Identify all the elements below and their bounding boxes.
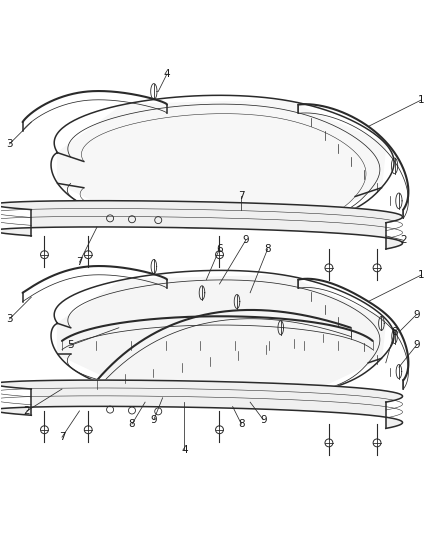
Text: 6: 6 bbox=[215, 244, 223, 254]
Text: 5: 5 bbox=[67, 340, 74, 350]
Text: 3: 3 bbox=[6, 314, 13, 324]
Text: 7: 7 bbox=[59, 432, 65, 442]
Text: 1: 1 bbox=[417, 95, 423, 105]
Text: 8: 8 bbox=[237, 419, 244, 429]
Text: 7: 7 bbox=[237, 191, 244, 201]
Text: 8: 8 bbox=[128, 419, 135, 429]
Text: 4: 4 bbox=[181, 445, 187, 455]
Text: 4: 4 bbox=[163, 69, 170, 79]
Polygon shape bbox=[0, 380, 402, 429]
Text: 9: 9 bbox=[259, 415, 266, 425]
Text: 7: 7 bbox=[76, 257, 83, 267]
Text: 9: 9 bbox=[242, 235, 248, 245]
Text: 3: 3 bbox=[6, 139, 13, 149]
Text: 1: 1 bbox=[417, 270, 423, 280]
Polygon shape bbox=[0, 201, 402, 249]
Text: 9: 9 bbox=[150, 415, 157, 425]
Text: 2: 2 bbox=[399, 235, 406, 245]
Text: 9: 9 bbox=[412, 310, 419, 320]
Text: 8: 8 bbox=[264, 244, 270, 254]
Polygon shape bbox=[57, 275, 385, 393]
Text: 9: 9 bbox=[412, 340, 419, 350]
Polygon shape bbox=[57, 100, 385, 223]
Text: 2: 2 bbox=[24, 406, 30, 416]
Text: 8: 8 bbox=[390, 327, 397, 337]
